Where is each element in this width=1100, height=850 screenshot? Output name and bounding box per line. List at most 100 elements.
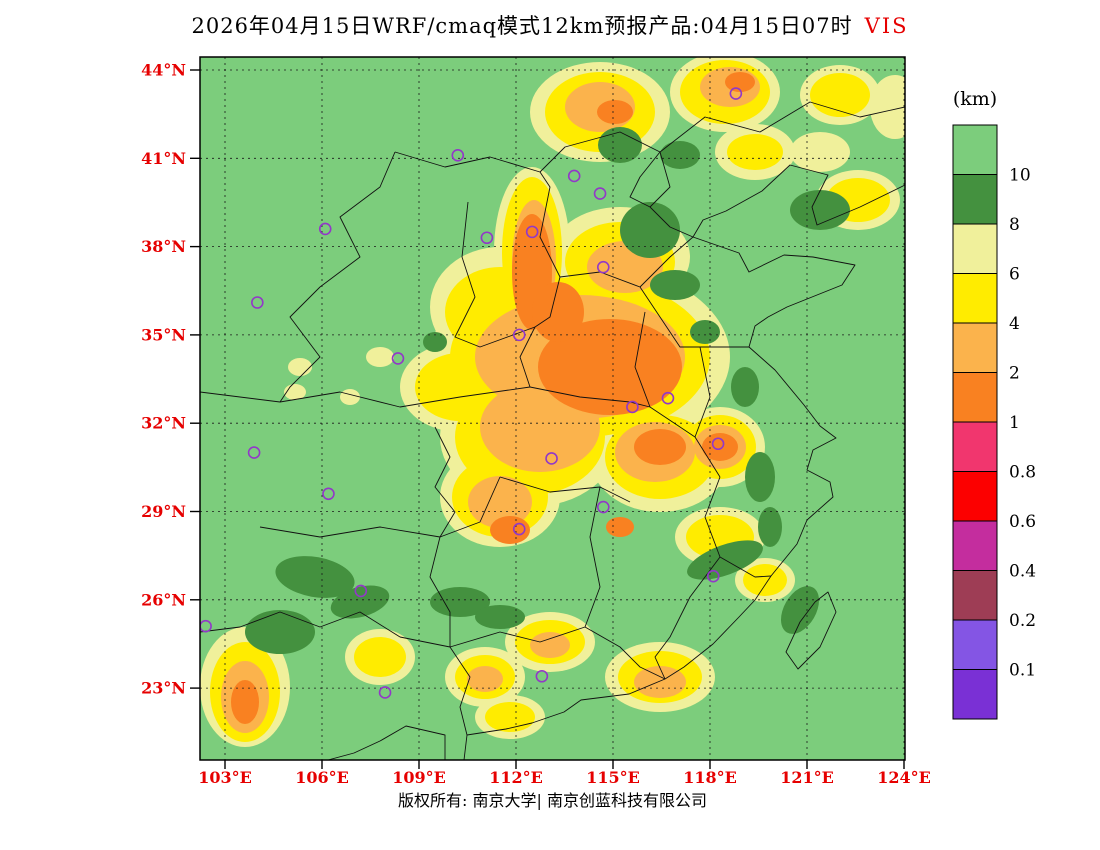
- copyright-text: 版权所有: 南京大学| 南京创蓝科技有限公司: [398, 791, 707, 810]
- legend-swatch: [952, 223, 998, 274]
- field-patch: [620, 202, 680, 258]
- legend-boundary-label: 6: [1009, 265, 1020, 285]
- legend-swatch: [952, 322, 998, 373]
- lon-label: 109°E: [392, 768, 446, 787]
- field-patch: [275, 556, 355, 598]
- plot-title-variable: VIS: [864, 14, 909, 38]
- lat-label: 29°N: [141, 502, 186, 521]
- southwest-boundaries: [200, 326, 536, 538]
- legend-boundary-label: 0.8: [1009, 463, 1036, 483]
- station-marker: [706, 569, 720, 583]
- legend-swatch: [952, 124, 998, 175]
- yangtze-region-boundaries: [499, 476, 772, 680]
- field-patch: [790, 190, 850, 230]
- legend-swatch: [952, 273, 998, 324]
- legend-unit-label: (km): [953, 88, 997, 110]
- field-level-1-2: [231, 72, 755, 724]
- field-patch: [790, 132, 850, 172]
- lon-label: 112°E: [489, 768, 543, 787]
- legend-boundary-label: 4: [1009, 314, 1020, 334]
- legend-boundary-label: 0.1: [1009, 661, 1036, 681]
- legend-boundary-label: 2: [1009, 364, 1020, 384]
- station-marker: [322, 487, 335, 501]
- legend-boundary-label: 8: [1009, 215, 1020, 235]
- lat-label: 32°N: [141, 414, 186, 433]
- field-patch: [725, 72, 755, 92]
- station-marker: [525, 225, 539, 239]
- lat-label: 41°N: [141, 149, 186, 168]
- field-patch: [284, 384, 306, 400]
- shandong-boundaries: [559, 236, 749, 348]
- field-patch: [366, 347, 394, 367]
- field-patch: [475, 605, 525, 629]
- field-patch: [538, 319, 682, 415]
- field-patch: [231, 680, 259, 724]
- legend-boundary-label: 0.2: [1009, 611, 1036, 631]
- field-patch: [634, 429, 686, 465]
- shanxi-boundaries: [454, 171, 561, 348]
- plot-title: 2026年04月15日WRF/cmaq模式12km预报产品:04月15日07时 V…: [0, 10, 1100, 40]
- map-area: [199, 56, 906, 761]
- field-patch: [530, 632, 570, 658]
- plot-title-main: 2026年04月15日WRF/cmaq模式12km预报产品:04月15日07时: [191, 14, 853, 38]
- station-marker: [661, 391, 675, 405]
- field-level-8-10: [245, 127, 850, 654]
- lon-label: 106°E: [295, 768, 349, 787]
- legend-swatch: [952, 669, 998, 720]
- legend-boundary-label: 0.4: [1009, 562, 1036, 582]
- field-patch: [340, 389, 360, 405]
- station-marker: [593, 187, 607, 200]
- field-patch: [702, 433, 738, 461]
- field-patch: [727, 134, 783, 170]
- north-boundary: [394, 101, 905, 173]
- station-marker: [318, 222, 332, 236]
- station-marker: [391, 352, 405, 365]
- field-patch: [597, 100, 633, 124]
- axes: 44°N 41°N 38°N 35°N 32°N 29°N 26°N 23°N 103°E 106…: [141, 61, 931, 788]
- field-patch: [330, 585, 390, 619]
- taiwan-island: [785, 591, 837, 670]
- color-legend: (km) 10 8 6 4 2 1 0.8 0.6 0.4 0.2 0.1: [952, 88, 1036, 720]
- legend-swatch: [952, 520, 998, 571]
- legend-swatch: [952, 174, 998, 225]
- field-patch: [532, 282, 584, 342]
- field-patch: [606, 517, 634, 537]
- field-patch: [660, 141, 700, 169]
- station-marker: [247, 446, 261, 459]
- lon-label: 115°E: [586, 768, 640, 787]
- field-patch: [731, 367, 759, 407]
- legend-swatch: [952, 421, 998, 472]
- station-marker: [596, 260, 610, 274]
- legend-boundary-label: 10: [1009, 166, 1031, 186]
- lat-label: 44°N: [141, 61, 186, 80]
- station-marker: [512, 328, 526, 342]
- station-marker: [354, 584, 368, 598]
- station-marker: [545, 452, 558, 465]
- station-marker: [535, 669, 549, 683]
- field-patch: [758, 507, 782, 547]
- map-frame: [199, 56, 906, 761]
- field-patch: [743, 564, 787, 596]
- lon-label: 118°E: [683, 768, 737, 787]
- lat-label: 38°N: [141, 237, 186, 256]
- station-marker: [626, 400, 639, 414]
- station-marker: [596, 500, 610, 514]
- lat-label: 35°N: [141, 325, 186, 344]
- field-patch: [781, 586, 819, 634]
- station-markers: [200, 87, 743, 699]
- station-marker: [729, 87, 743, 100]
- field-patch: [485, 702, 535, 732]
- lat-label: 23°N: [141, 679, 186, 698]
- field-patch: [467, 666, 503, 692]
- legend-swatch: [952, 372, 998, 423]
- field-patch: [288, 358, 312, 376]
- lon-label: 124°E: [877, 768, 931, 787]
- legend-boundary-label: 0.6: [1009, 512, 1036, 532]
- field-patch: [354, 637, 406, 677]
- lat-label: 26°N: [141, 590, 186, 609]
- legend-swatch: [952, 570, 998, 621]
- station-marker: [251, 296, 264, 309]
- legend-swatch: [952, 471, 998, 522]
- field-patch: [810, 73, 870, 117]
